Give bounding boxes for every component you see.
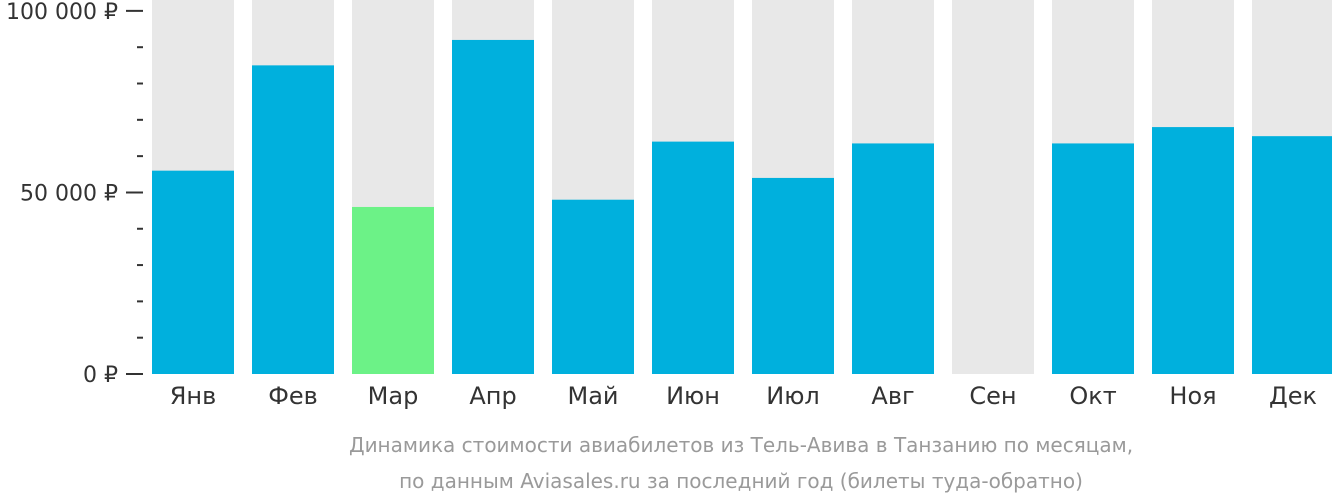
x-tick-label-2: Фев xyxy=(268,382,318,410)
bar-4[interactable] xyxy=(452,39,534,375)
bar-7[interactable] xyxy=(752,177,834,374)
chart-caption-line-2: по данным Aviasales.ru за последний год … xyxy=(399,469,1083,493)
bar-8[interactable] xyxy=(852,143,934,374)
x-axis-labels: Янв Фев Мар Апр Май Июн Июл Авг Сен Окт Ноя Дек xyxy=(170,382,1317,410)
bar-6[interactable] xyxy=(652,141,734,374)
bar-12[interactable] xyxy=(1252,136,1332,374)
bar-5[interactable] xyxy=(552,199,634,374)
background-bar-9 xyxy=(952,0,1034,374)
y-tick-label-3: 100 000 ₽ xyxy=(6,0,118,25)
bar-2[interactable] xyxy=(252,65,334,374)
bar-3[interactable] xyxy=(352,206,434,374)
x-tick-label-12: Дек xyxy=(1269,382,1317,410)
x-tick-label-1: Янв xyxy=(170,382,217,410)
x-tick-label-7: Июл xyxy=(766,382,820,410)
bar-11[interactable] xyxy=(1152,127,1234,375)
x-tick-label-10: Окт xyxy=(1069,382,1116,410)
x-tick-label-8: Авг xyxy=(871,382,914,410)
price-bars xyxy=(152,39,1332,375)
x-tick-label-9: Сен xyxy=(969,382,1016,410)
x-tick-label-11: Ноя xyxy=(1169,382,1216,410)
bar-10[interactable] xyxy=(1052,143,1134,374)
bar-1[interactable] xyxy=(152,170,234,374)
x-tick-label-3: Мар xyxy=(368,382,419,410)
y-axis: 0 ₽ 50 000 ₽ 100 000 ₽ xyxy=(6,0,143,388)
y-tick-label-2: 50 000 ₽ xyxy=(20,181,118,206)
y-tick-label-1: 0 ₽ xyxy=(83,363,118,388)
x-tick-label-6: Июн xyxy=(666,382,720,410)
x-tick-label-4: Апр xyxy=(469,382,516,410)
chart-caption-line-1: Динамика стоимости авиабилетов из Тель-А… xyxy=(349,433,1133,457)
x-tick-label-5: Май xyxy=(567,382,618,410)
